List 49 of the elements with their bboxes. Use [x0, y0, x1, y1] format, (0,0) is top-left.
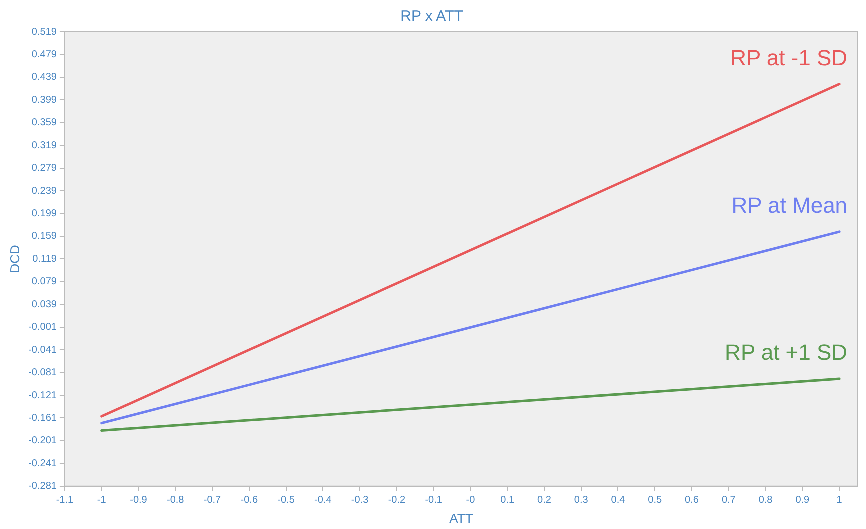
x-tick-label: -1.1 [56, 495, 74, 506]
x-tick-label: -0.8 [166, 495, 185, 506]
x-tick-label: 1 [836, 495, 843, 506]
y-tick-label: 0.319 [32, 140, 58, 152]
series-label: RP at -1 SD [730, 45, 848, 70]
x-tick-label: 0.3 [574, 495, 589, 506]
y-tick-label: 0.039 [32, 299, 58, 310]
x-tick-label: -0.9 [130, 495, 148, 506]
y-tick-label: -0.041 [28, 344, 58, 356]
y-tick-label: 0.479 [32, 49, 58, 60]
x-tick-label: -1 [97, 495, 107, 506]
y-tick-label: -0.161 [28, 412, 58, 424]
y-tick-label: -0.201 [28, 436, 58, 447]
series-label: RP at +1 SD [725, 340, 848, 366]
y-tick-label: 0.239 [32, 186, 58, 197]
x-tick-label: -0 [466, 495, 476, 506]
x-tick-label: -0.2 [388, 495, 406, 506]
y-tick-label: -0.001 [28, 322, 58, 334]
x-tick-label: 0.8 [758, 495, 774, 506]
y-tick-label: 0.399 [32, 94, 58, 106]
x-tick-label: -0.7 [204, 495, 222, 506]
chart-title: RP x ATT [400, 8, 464, 26]
y-tick-label: 0.159 [32, 231, 58, 242]
x-tick-label: 0.9 [796, 495, 810, 506]
x-tick-label: -0.5 [278, 495, 296, 506]
x-tick-label: -0.1 [425, 495, 443, 506]
y-tick-label: 0.079 [32, 276, 58, 288]
x-tick-label: -0.3 [351, 495, 370, 506]
x-tick-label: -0.6 [240, 495, 258, 506]
x-tick-label: 0.6 [685, 495, 700, 506]
x-tick-label: -0.4 [314, 495, 332, 506]
y-tick-label: -0.081 [28, 368, 58, 379]
y-tick-label: 0.279 [32, 163, 58, 174]
x-tick-label: 0.7 [722, 495, 736, 506]
y-tick-label: 0.359 [32, 118, 58, 129]
y-axis-title: DCD [7, 245, 22, 274]
series-label: RP at Mean [732, 193, 848, 218]
x-tick-label: 0.1 [500, 495, 515, 506]
x-tick-label: 0.2 [538, 495, 552, 506]
y-tick-label: 0.199 [32, 208, 58, 220]
y-tick-label: -0.241 [28, 458, 58, 470]
x-tick-label: 0.4 [611, 495, 626, 506]
y-tick-label: -0.121 [28, 390, 58, 402]
y-tick-label: -0.281 [28, 481, 58, 492]
y-tick-label: 0.439 [32, 72, 58, 84]
x-axis-title: ATT [450, 510, 474, 526]
x-tick-label: 0.5 [648, 495, 663, 506]
y-tick-label: 0.519 [32, 26, 58, 38]
y-tick-label: 0.119 [32, 254, 58, 265]
